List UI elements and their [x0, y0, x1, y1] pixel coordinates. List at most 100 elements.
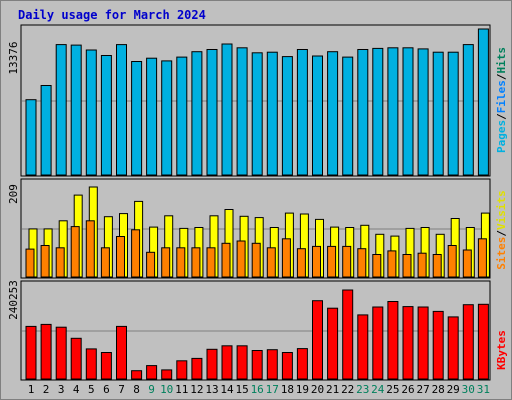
- kbytes-bar: [372, 306, 384, 380]
- sites-bar: [327, 245, 337, 278]
- x-tick-label: 21: [326, 383, 339, 396]
- x-tick-label: 17: [266, 383, 279, 396]
- kbytes-bar: [70, 337, 82, 380]
- pages-bar: [312, 55, 323, 176]
- x-tick-label: 18: [281, 383, 294, 396]
- sites-bar: [342, 245, 352, 278]
- x-tick-label: 29: [447, 383, 460, 396]
- panel-kbytes-ymax-label: 240253: [7, 280, 20, 320]
- kbytes-bar: [432, 310, 444, 380]
- kbytes-bar: [176, 360, 188, 380]
- pages-bar: [281, 56, 293, 176]
- x-tick-label: 8: [133, 383, 140, 396]
- pages-bar: [462, 44, 474, 176]
- x-tick-label: 16: [251, 383, 264, 396]
- pages-bar: [85, 49, 97, 176]
- sites-bar: [70, 226, 80, 278]
- sites-bar: [236, 240, 246, 278]
- kbytes-bar: [312, 300, 323, 380]
- legend-files: Files: [495, 80, 508, 113]
- kbytes-bar: [191, 357, 203, 380]
- pages-bar: [266, 51, 278, 176]
- pages-bar: [372, 47, 384, 176]
- x-tick-label: 5: [88, 383, 95, 396]
- kbytes-bar: [236, 345, 248, 380]
- x-tick-label: 12: [190, 383, 203, 396]
- x-axis-day-labels: 1 2 3 4 5 6 7 8 9 10 11 12 13 14 15 16 17 18 19 20 21 22 23 24 2…: [28, 383, 490, 396]
- sites-bar: [221, 242, 231, 278]
- x-tick-label: 27: [416, 383, 429, 396]
- pages-bar: [25, 99, 37, 176]
- x-tick-label: 20: [311, 383, 324, 396]
- sites-bar: [447, 245, 457, 278]
- sites-bar: [40, 245, 50, 278]
- sites-bar: [25, 248, 35, 278]
- kbytes-bar: [161, 369, 173, 380]
- panel-hits-bars: [25, 28, 489, 176]
- kbytes-bar: [85, 348, 97, 380]
- x-tick-label: 2: [43, 383, 50, 396]
- panel-kbytes: 240253 KBytes: [7, 280, 508, 381]
- sites-bar: [266, 247, 276, 278]
- pages-bar: [116, 44, 127, 176]
- legend-sep-3: /: [495, 230, 508, 237]
- kbytes-bar: [417, 306, 429, 380]
- x-tick-label: 13: [205, 383, 218, 396]
- kbytes-bar: [55, 326, 67, 380]
- x-tick-label: 14: [220, 383, 234, 396]
- panel-kbytes-bars: [25, 289, 489, 380]
- sites-bar: [402, 254, 412, 278]
- kbytes-bar: [131, 370, 143, 380]
- x-tick-label: 31: [477, 383, 490, 396]
- pages-bar: [131, 61, 143, 176]
- pages-bar: [40, 85, 52, 176]
- pages-bar: [191, 51, 203, 176]
- pages-bar: [100, 55, 112, 176]
- pages-bar: [161, 60, 173, 176]
- kbytes-bar: [100, 352, 112, 380]
- kbytes-bar: [402, 306, 414, 380]
- panel-hits-side-legend: Pages/Files/Hits: [495, 47, 508, 153]
- pages-bar: [432, 51, 444, 176]
- x-tick-label: 11: [175, 383, 188, 396]
- sites-bar: [100, 247, 110, 278]
- sites-bar: [417, 252, 427, 278]
- kbytes-bar: [251, 350, 263, 380]
- x-tick-label: 23: [356, 383, 369, 396]
- pages-bar: [387, 47, 399, 176]
- pages-bar: [206, 49, 218, 176]
- x-tick-label: 1: [28, 383, 35, 396]
- pages-bar: [251, 52, 263, 176]
- sites-bar: [296, 248, 306, 278]
- pages-bar: [327, 51, 339, 176]
- pages-bar: [417, 48, 429, 176]
- kbytes-bar: [462, 304, 474, 380]
- sites-bar: [85, 220, 95, 278]
- sites-bar: [251, 242, 261, 278]
- pages-bar: [342, 56, 354, 176]
- kbytes-bar: [296, 348, 308, 380]
- x-tick-label: 30: [462, 383, 475, 396]
- panel-kbytes-side-legend: KBytes: [495, 330, 508, 370]
- legend-pages: Pages: [495, 120, 508, 153]
- kbytes-bar: [146, 365, 158, 380]
- pages-bar: [477, 28, 489, 176]
- panel-hits: 13376 Pages/Files/Hits: [7, 24, 508, 177]
- x-tick-label: 3: [58, 383, 65, 396]
- sites-bar: [116, 236, 125, 278]
- sites-bar: [372, 254, 382, 278]
- legend-visits: Visits: [495, 190, 508, 230]
- kbytes-bar: [477, 303, 489, 380]
- sites-bar: [387, 250, 397, 278]
- x-tick-label: 4: [73, 383, 80, 396]
- sites-bar: [146, 251, 156, 278]
- x-tick-label: 22: [341, 383, 354, 396]
- kbytes-bar: [206, 348, 218, 380]
- sites-bar: [206, 247, 216, 278]
- sites-bar: [161, 247, 171, 278]
- pages-bar: [176, 56, 188, 176]
- legend-kbytes: KBytes: [495, 330, 508, 370]
- sites-bar: [131, 229, 141, 278]
- legend-sep-2: /: [495, 73, 508, 80]
- kbytes-bar: [387, 301, 399, 380]
